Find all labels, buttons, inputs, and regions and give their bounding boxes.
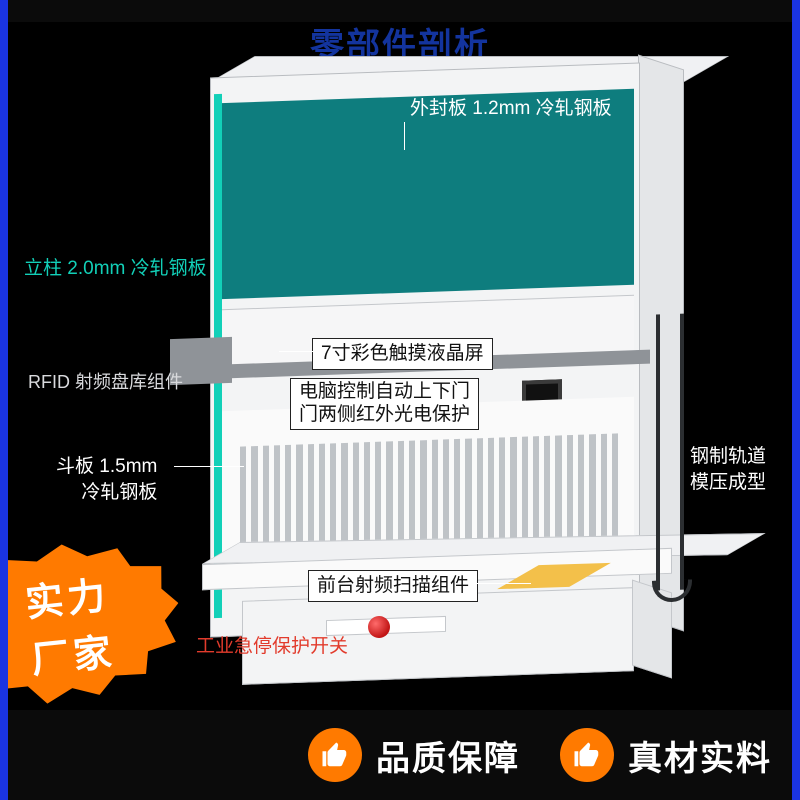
bottom-label: 真材实料 [628,731,772,780]
badge-line1: 实力 [22,564,111,627]
callout-text-line1: 斗板 1.5mm [56,456,157,477]
callout-text: 工业急停保护开关 [196,636,348,657]
callout-text-line2: 冷轧钢板 [81,482,157,503]
thumbs-up-icon [560,728,614,782]
callout-lcd: 7寸彩色触摸液晶屏 [312,338,493,370]
callout-outer-panel: 外封板 1.2mm 冷轧钢板 [410,96,612,122]
callout-text: 前台射频扫描组件 [317,575,469,596]
callout-text-line1: 钢制轨道 [690,446,766,467]
bottom-label: 品质保障 [376,731,520,780]
callout-estop: 工业急停保护开关 [196,634,348,660]
steel-rail-track [650,313,694,615]
thumbs-up-icon [308,728,362,782]
callout-text-line1: 电脑控制自动上下门 [299,381,470,402]
callout-front-scanner: 前台射频扫描组件 [308,570,478,602]
callout-text: 立柱 2.0mm 冷轧钢板 [24,258,207,279]
emergency-stop-button [368,616,390,638]
callout-text: RFID 射频盘库组件 [28,372,183,392]
callout-bin-plate: 斗板 1.5mm 冷轧钢板 [56,454,157,505]
bottom-item-quality: 品质保障 [308,728,520,782]
callout-rail: 钢制轨道 模压成型 [690,444,766,495]
callout-text: 7寸彩色触摸液晶屏 [321,343,484,364]
callout-pillar: 立柱 2.0mm 冷轧钢板 [24,256,207,282]
badge-line2: 厂家 [28,621,117,684]
callout-text-line2: 门两侧红外光电保护 [299,404,470,425]
bottom-bar: 品质保障 真材实料 [0,710,800,800]
bottom-item-material: 真材实料 [560,728,772,782]
callout-rfid: RFID 射频盘库组件 [28,370,183,394]
callout-text-line2: 模压成型 [690,472,766,493]
callout-text: 外封板 1.2mm 冷轧钢板 [410,98,612,119]
callout-door: 电脑控制自动上下门 门两侧红外光电保护 [290,378,479,430]
